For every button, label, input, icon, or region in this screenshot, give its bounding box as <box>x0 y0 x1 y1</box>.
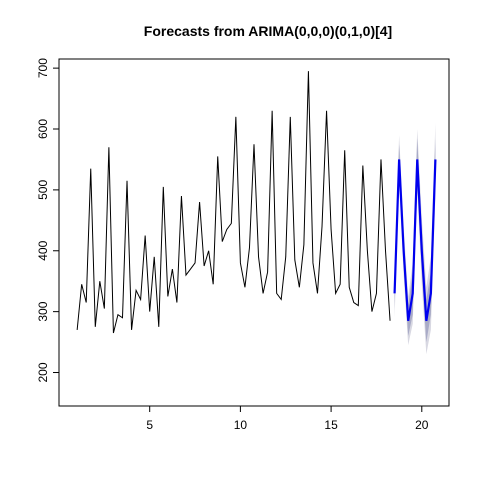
y-tick-label: 700 <box>36 58 50 78</box>
y-axis: 200 300 400 500 600 700 <box>36 58 60 383</box>
x-tick-label: 10 <box>234 418 248 432</box>
y-tick-label: 200 <box>36 362 50 382</box>
chart-title: Forecasts from ARIMA(0,0,0)(0,1,0)[4] <box>144 23 392 39</box>
plot-frame <box>58 58 450 407</box>
y-tick-label: 400 <box>36 240 50 260</box>
x-tick-label: 5 <box>146 418 153 432</box>
y-tick-label: 500 <box>36 180 50 200</box>
y-tick-label: 600 <box>36 119 50 139</box>
observed-series-line <box>76 71 391 334</box>
series-lines <box>76 71 437 334</box>
x-tick-label: 15 <box>324 418 338 432</box>
x-axis: 5 10 15 20 <box>146 405 429 432</box>
forecast-series-line <box>393 159 437 321</box>
y-tick-label: 300 <box>36 301 50 321</box>
x-tick-label: 20 <box>415 418 429 432</box>
